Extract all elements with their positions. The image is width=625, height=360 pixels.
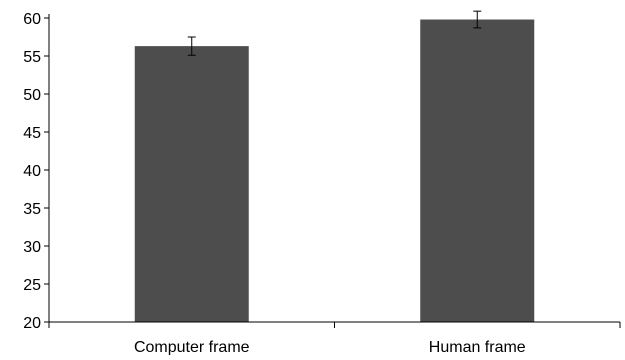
y-tick-label-1: 25 — [23, 277, 41, 294]
y-tick-label-0: 20 — [23, 315, 41, 332]
category-label-1: Human frame — [429, 339, 526, 355]
y-tick-label-4: 40 — [23, 163, 41, 180]
category-label-0: Computer frame — [134, 339, 250, 355]
y-tick-label-3: 35 — [23, 201, 41, 218]
axes-layer — [44, 14, 621, 328]
y-tick-label-6: 50 — [23, 87, 41, 104]
y-tick-label-2: 30 — [23, 239, 41, 256]
y-tick-label-7: 55 — [23, 49, 41, 66]
bar-1 — [420, 19, 535, 323]
labels-layer: Computer frame Human frame 20 25 30 35 40 45 50 5… — [23, 11, 526, 356]
bar-0 — [134, 46, 249, 323]
y-tick-label-5: 45 — [23, 125, 41, 142]
bars-layer — [134, 19, 535, 323]
y-tick-label-8: 60 — [23, 11, 41, 28]
error-bars-layer — [187, 10, 482, 56]
